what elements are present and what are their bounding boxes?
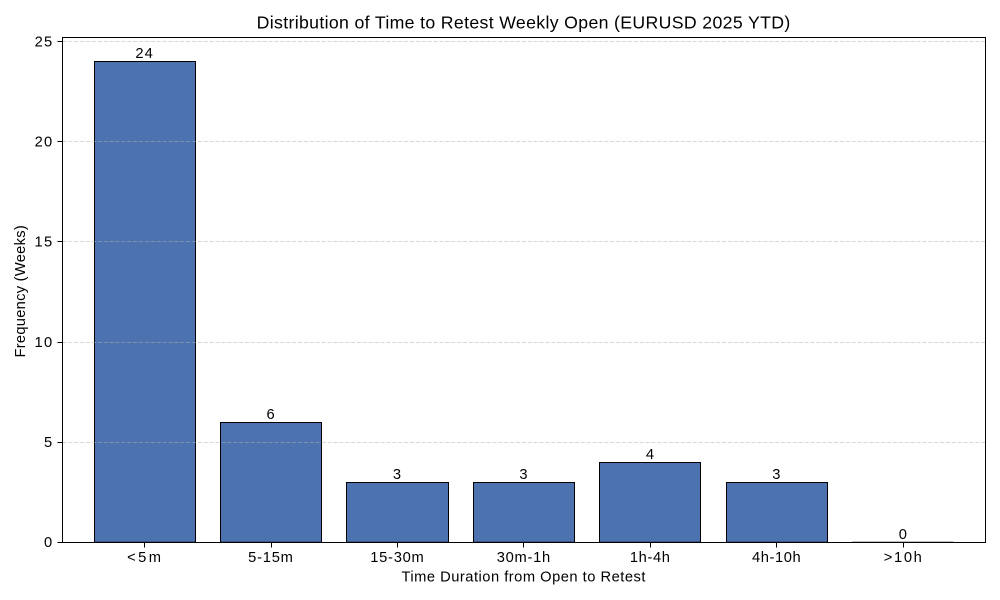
svg-text:25: 25 (35, 35, 53, 51)
svg-text:15-30m: 15-30m (370, 550, 424, 566)
svg-text:<5m: <5m (127, 550, 161, 566)
svg-text:0: 0 (899, 527, 907, 543)
svg-text:Distribution of Time to Retest: Distribution of Time to Retest Weekly Op… (257, 13, 791, 33)
svg-text:0: 0 (44, 535, 52, 551)
svg-text:4: 4 (646, 447, 654, 463)
svg-text:20: 20 (35, 135, 53, 151)
svg-text:3: 3 (519, 467, 527, 483)
svg-text:5-15m: 5-15m (248, 550, 293, 566)
svg-text:1h-4h: 1h-4h (630, 550, 670, 566)
svg-text:4h-10h: 4h-10h (752, 550, 801, 566)
svg-text:3: 3 (772, 467, 780, 483)
svg-text:30m-1h: 30m-1h (497, 550, 551, 566)
svg-text:15: 15 (35, 235, 53, 251)
svg-text:5: 5 (44, 435, 52, 451)
svg-text:3: 3 (393, 467, 401, 483)
svg-text:Time Duration from Open to Ret: Time Duration from Open to Retest (401, 570, 645, 586)
svg-text:Frequency (Weeks): Frequency (Weeks) (13, 225, 29, 357)
svg-text:24: 24 (135, 46, 153, 62)
svg-text:10: 10 (35, 335, 53, 351)
svg-text:6: 6 (266, 407, 274, 423)
